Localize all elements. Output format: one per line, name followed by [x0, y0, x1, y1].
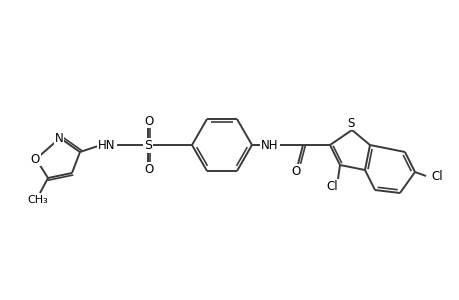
Text: Cl: Cl: [430, 169, 442, 182]
Text: O: O: [144, 163, 153, 176]
Text: O: O: [291, 164, 300, 178]
Text: N: N: [55, 131, 63, 145]
Text: Cl: Cl: [325, 179, 337, 193]
Text: HN: HN: [98, 139, 116, 152]
Text: NH: NH: [261, 139, 278, 152]
Text: S: S: [144, 139, 151, 152]
Text: O: O: [30, 152, 39, 166]
Text: S: S: [347, 116, 354, 130]
Text: CH₃: CH₃: [28, 195, 48, 205]
Text: O: O: [144, 115, 153, 128]
